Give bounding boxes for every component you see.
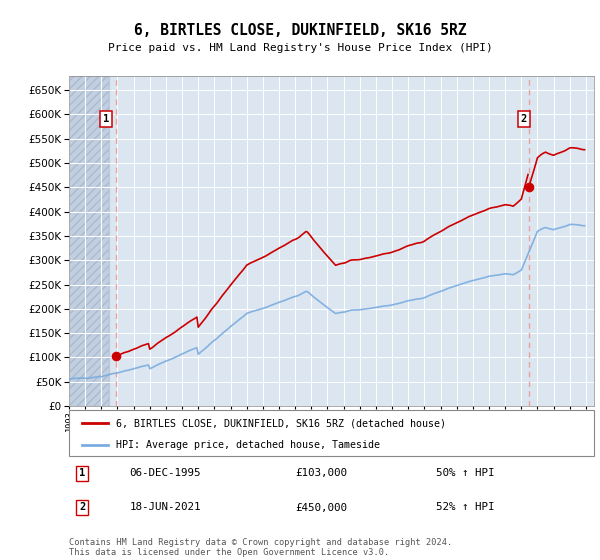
Text: 1: 1 [79, 468, 85, 478]
Point [112, 352, 121, 361]
Text: 52% ↑ HPI: 52% ↑ HPI [437, 502, 495, 512]
FancyBboxPatch shape [69, 410, 594, 456]
Text: £103,000: £103,000 [295, 468, 347, 478]
Point [524, 183, 533, 192]
Text: 2: 2 [79, 502, 85, 512]
Bar [69, 76, 109, 406]
Text: 6, BIRTLES CLOSE, DUKINFIELD, SK16 5RZ: 6, BIRTLES CLOSE, DUKINFIELD, SK16 5RZ [134, 24, 466, 38]
Text: 2: 2 [521, 114, 527, 124]
Text: Contains HM Land Registry data © Crown copyright and database right 2024.
This d: Contains HM Land Registry data © Crown c… [69, 538, 452, 557]
Text: Price paid vs. HM Land Registry's House Price Index (HPI): Price paid vs. HM Land Registry's House … [107, 43, 493, 53]
Text: £450,000: £450,000 [295, 502, 347, 512]
Text: 18-JUN-2021: 18-JUN-2021 [130, 502, 201, 512]
Text: HPI: Average price, detached house, Tameside: HPI: Average price, detached house, Tame… [116, 440, 380, 450]
Bar [69, 76, 109, 406]
Text: 1: 1 [103, 114, 109, 124]
Text: 06-DEC-1995: 06-DEC-1995 [130, 468, 201, 478]
Text: 50% ↑ HPI: 50% ↑ HPI [437, 468, 495, 478]
Text: 6, BIRTLES CLOSE, DUKINFIELD, SK16 5RZ (detached house): 6, BIRTLES CLOSE, DUKINFIELD, SK16 5RZ (… [116, 418, 446, 428]
